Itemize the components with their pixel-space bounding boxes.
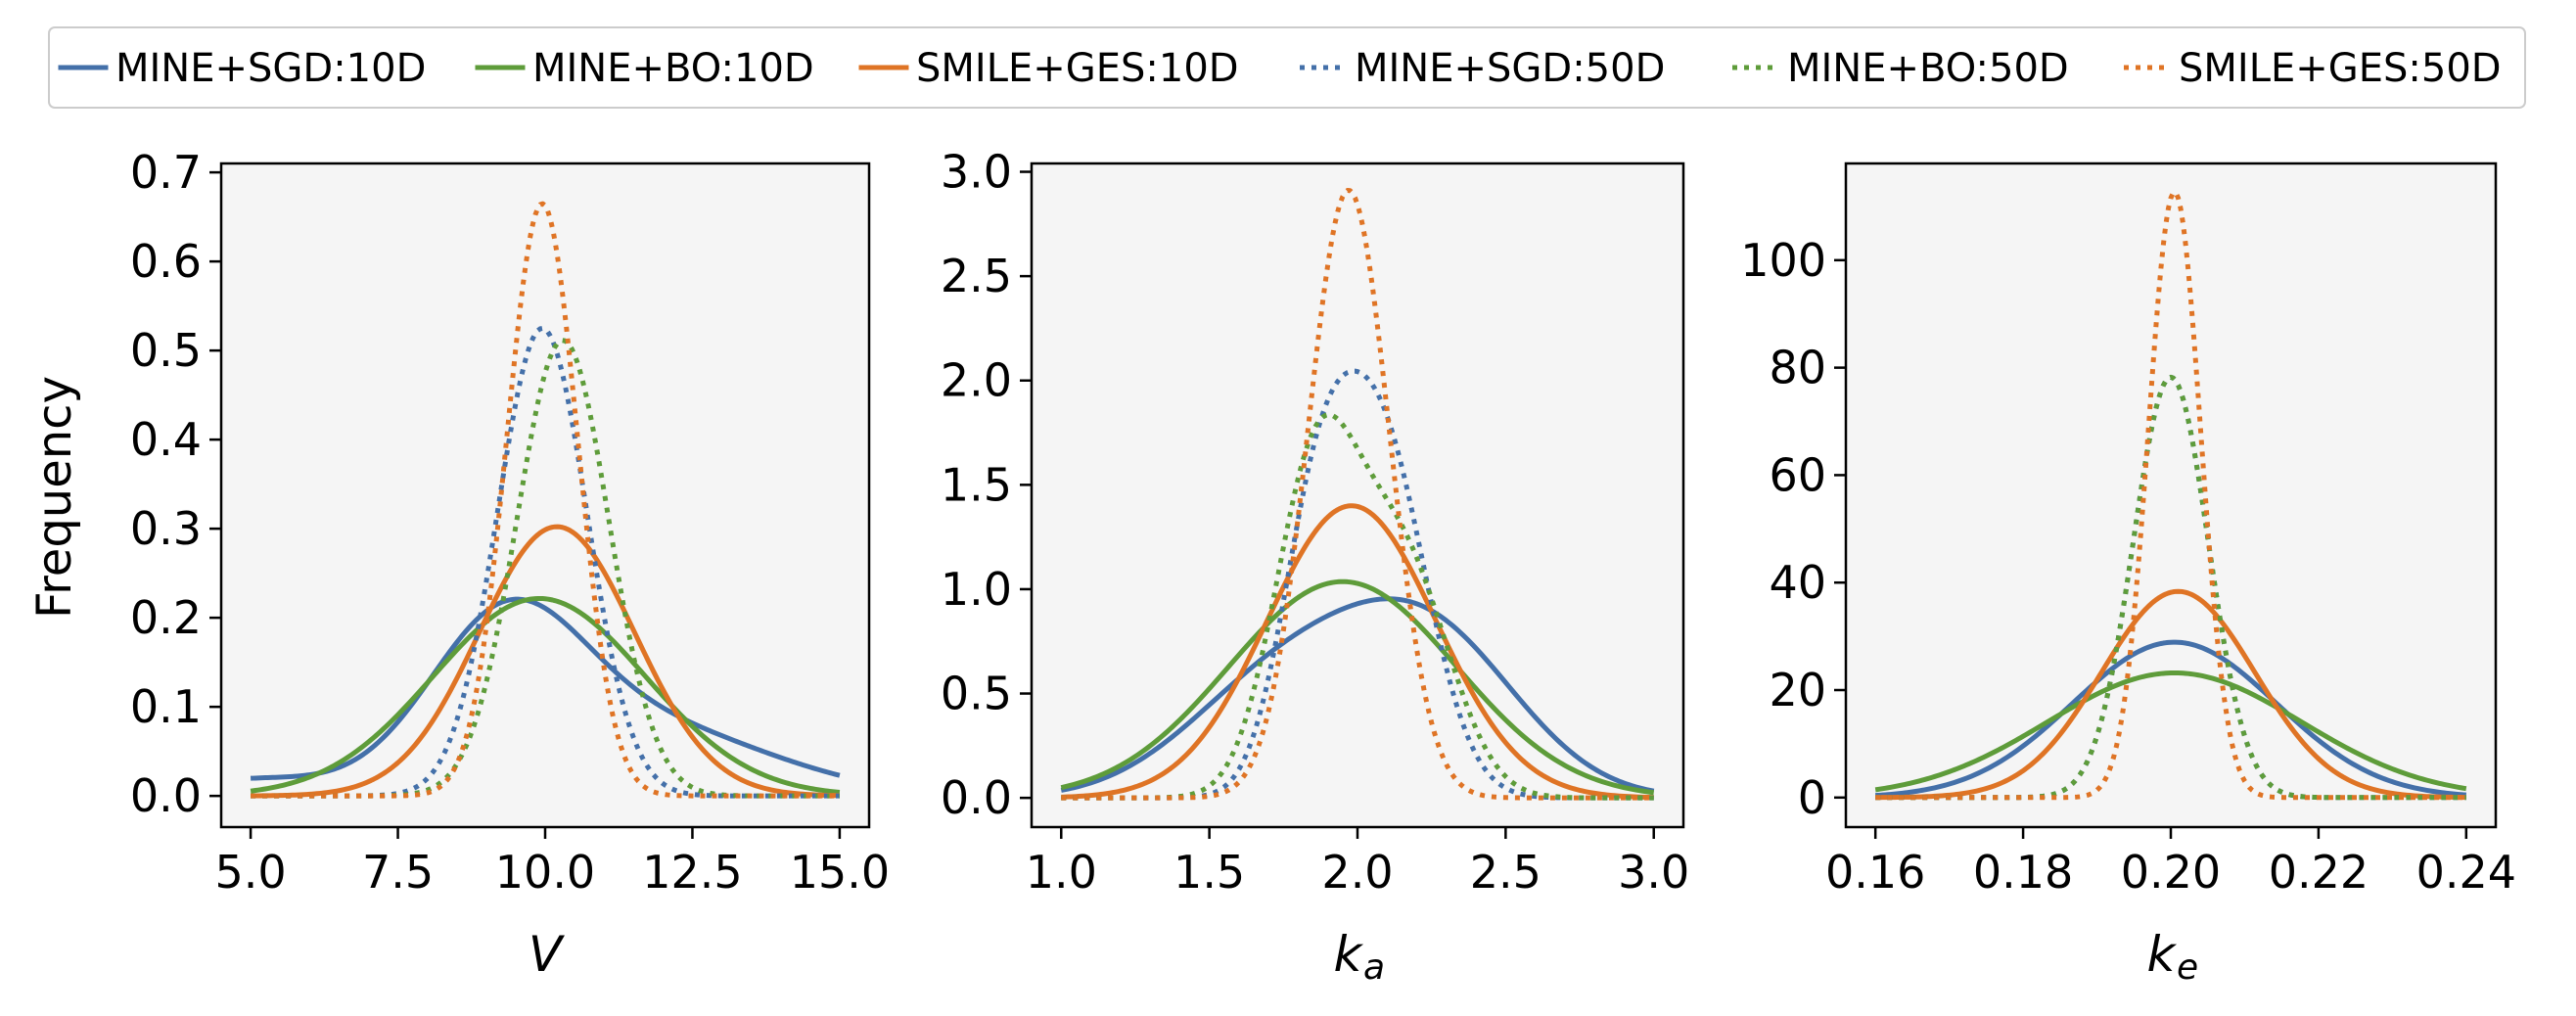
series-line-smile-ges-10d bbox=[251, 524, 840, 799]
x-tick-label: 0.20 bbox=[2121, 846, 2221, 899]
y-tick-label: 0.0 bbox=[130, 769, 202, 822]
series-line-mine-bo-10d bbox=[1060, 578, 1655, 796]
legend-frame bbox=[48, 26, 2526, 109]
x-tick-label: 10.0 bbox=[495, 846, 595, 899]
y-tick-label: 3.0 bbox=[941, 146, 1012, 199]
x-tick-label: 15.0 bbox=[790, 846, 890, 899]
legend-label: MINE+SGD:10D bbox=[115, 46, 426, 91]
x-tick-label: 0.22 bbox=[2269, 846, 2369, 899]
x-tick-label: 5.0 bbox=[215, 846, 287, 899]
y-tick-label: 0.5 bbox=[130, 324, 202, 377]
x-tick-label: 2.5 bbox=[1470, 846, 1541, 899]
y-tick-label: 40 bbox=[1769, 556, 1826, 609]
y-tick-label: 1.0 bbox=[941, 563, 1012, 616]
panel-2: 0.0 0.5 1.0 1.5 2.0 2.5 3.0 1.0 1.5 2.0 2.5 3.0 k a bbox=[941, 146, 1689, 988]
x-tick-label: 12.5 bbox=[642, 846, 742, 899]
y-tick-label: 0.6 bbox=[130, 235, 202, 288]
series-line-mine-bo-10d bbox=[250, 595, 841, 795]
curves bbox=[1874, 190, 2467, 801]
y-tick-label: 80 bbox=[1769, 342, 1826, 394]
series-line-smile-ges-50d bbox=[1061, 187, 1654, 801]
y-tick-label: 0.3 bbox=[130, 502, 202, 555]
legend: MINE+SGD:10D MINE+BO:10D SMILE+GES:10D MINE… bbox=[48, 26, 2526, 109]
x-tick-label: 0.18 bbox=[1973, 846, 2073, 899]
panel-3: 0 20 40 60 80 100 0.16 0.18 0.20 0.22 0.24 k e bbox=[1740, 162, 2516, 988]
y-tick-label: 2.0 bbox=[941, 354, 1012, 407]
y-tick-label: 0.7 bbox=[130, 146, 202, 199]
legend-label: SMILE+GES:10D bbox=[916, 46, 1239, 91]
panel-1: 0.0 0.1 0.2 0.3 0.4 0.5 0.6 0.7 5.0 7.5 10.0 12.5 15… bbox=[130, 146, 890, 983]
x-axis-label: k bbox=[2147, 926, 2178, 983]
series-line-mine-bo-10d bbox=[1874, 670, 2467, 793]
x-axis-label-subscript: e bbox=[2177, 947, 2198, 988]
y-tick-label: 100 bbox=[1740, 234, 1826, 287]
x-tick-label: 2.0 bbox=[1321, 846, 1393, 899]
y-tick-label: 2.5 bbox=[941, 250, 1012, 302]
series-line-smile-ges-10d bbox=[1875, 588, 2466, 801]
series-line-mine-sgd-10d bbox=[1060, 596, 1655, 794]
x-axis-label: V bbox=[529, 926, 566, 983]
plot-area bbox=[221, 163, 869, 827]
y-tick-label: 0.2 bbox=[130, 591, 202, 644]
y-tick-label: 20 bbox=[1769, 664, 1826, 716]
plot-area bbox=[1032, 163, 1683, 827]
x-tick-label: 1.0 bbox=[1026, 846, 1097, 899]
panels: 0.0 0.1 0.2 0.3 0.4 0.5 0.6 0.7 5.0 7.5 10.0 12.5 15… bbox=[130, 146, 2516, 988]
series-line-mine-sgd-10d bbox=[1875, 639, 2467, 799]
legend-label: SMILE+GES:50D bbox=[2179, 46, 2502, 91]
y-tick-label: 0.5 bbox=[941, 668, 1012, 720]
y-tick-label: 0 bbox=[1798, 771, 1826, 824]
y-tick-label: 0.1 bbox=[130, 680, 202, 733]
plot-area bbox=[1846, 163, 2496, 827]
legend-label: MINE+BO:10D bbox=[532, 46, 814, 91]
legend-label: MINE+BO:50D bbox=[1787, 46, 2069, 91]
series-line-smile-ges-50d bbox=[1875, 190, 2466, 801]
x-tick-label: 0.16 bbox=[1825, 846, 1925, 899]
y-tick-label: 0.0 bbox=[941, 771, 1012, 824]
x-tick-label: 7.5 bbox=[362, 846, 434, 899]
y-tick-label: 0.4 bbox=[130, 413, 202, 466]
x-axis-label: k bbox=[1334, 926, 1364, 983]
series-line-mine-sgd-10d bbox=[250, 596, 841, 781]
x-tick-label: 3.0 bbox=[1618, 846, 1689, 899]
series-line-smile-ges-10d bbox=[1061, 503, 1654, 801]
x-tick-label: 1.5 bbox=[1173, 846, 1245, 899]
series-line-smile-ges-50d bbox=[251, 201, 840, 799]
x-axis-label-subscript: a bbox=[1363, 947, 1385, 988]
legend-label: MINE+SGD:50D bbox=[1355, 46, 1665, 91]
y-tick-label: 1.5 bbox=[941, 458, 1012, 511]
curves bbox=[1060, 187, 1655, 801]
y-tick-label: 60 bbox=[1769, 448, 1826, 501]
y-axis-label: Frequency bbox=[27, 376, 82, 619]
x-tick-label: 0.24 bbox=[2416, 846, 2516, 899]
curves bbox=[250, 201, 841, 799]
